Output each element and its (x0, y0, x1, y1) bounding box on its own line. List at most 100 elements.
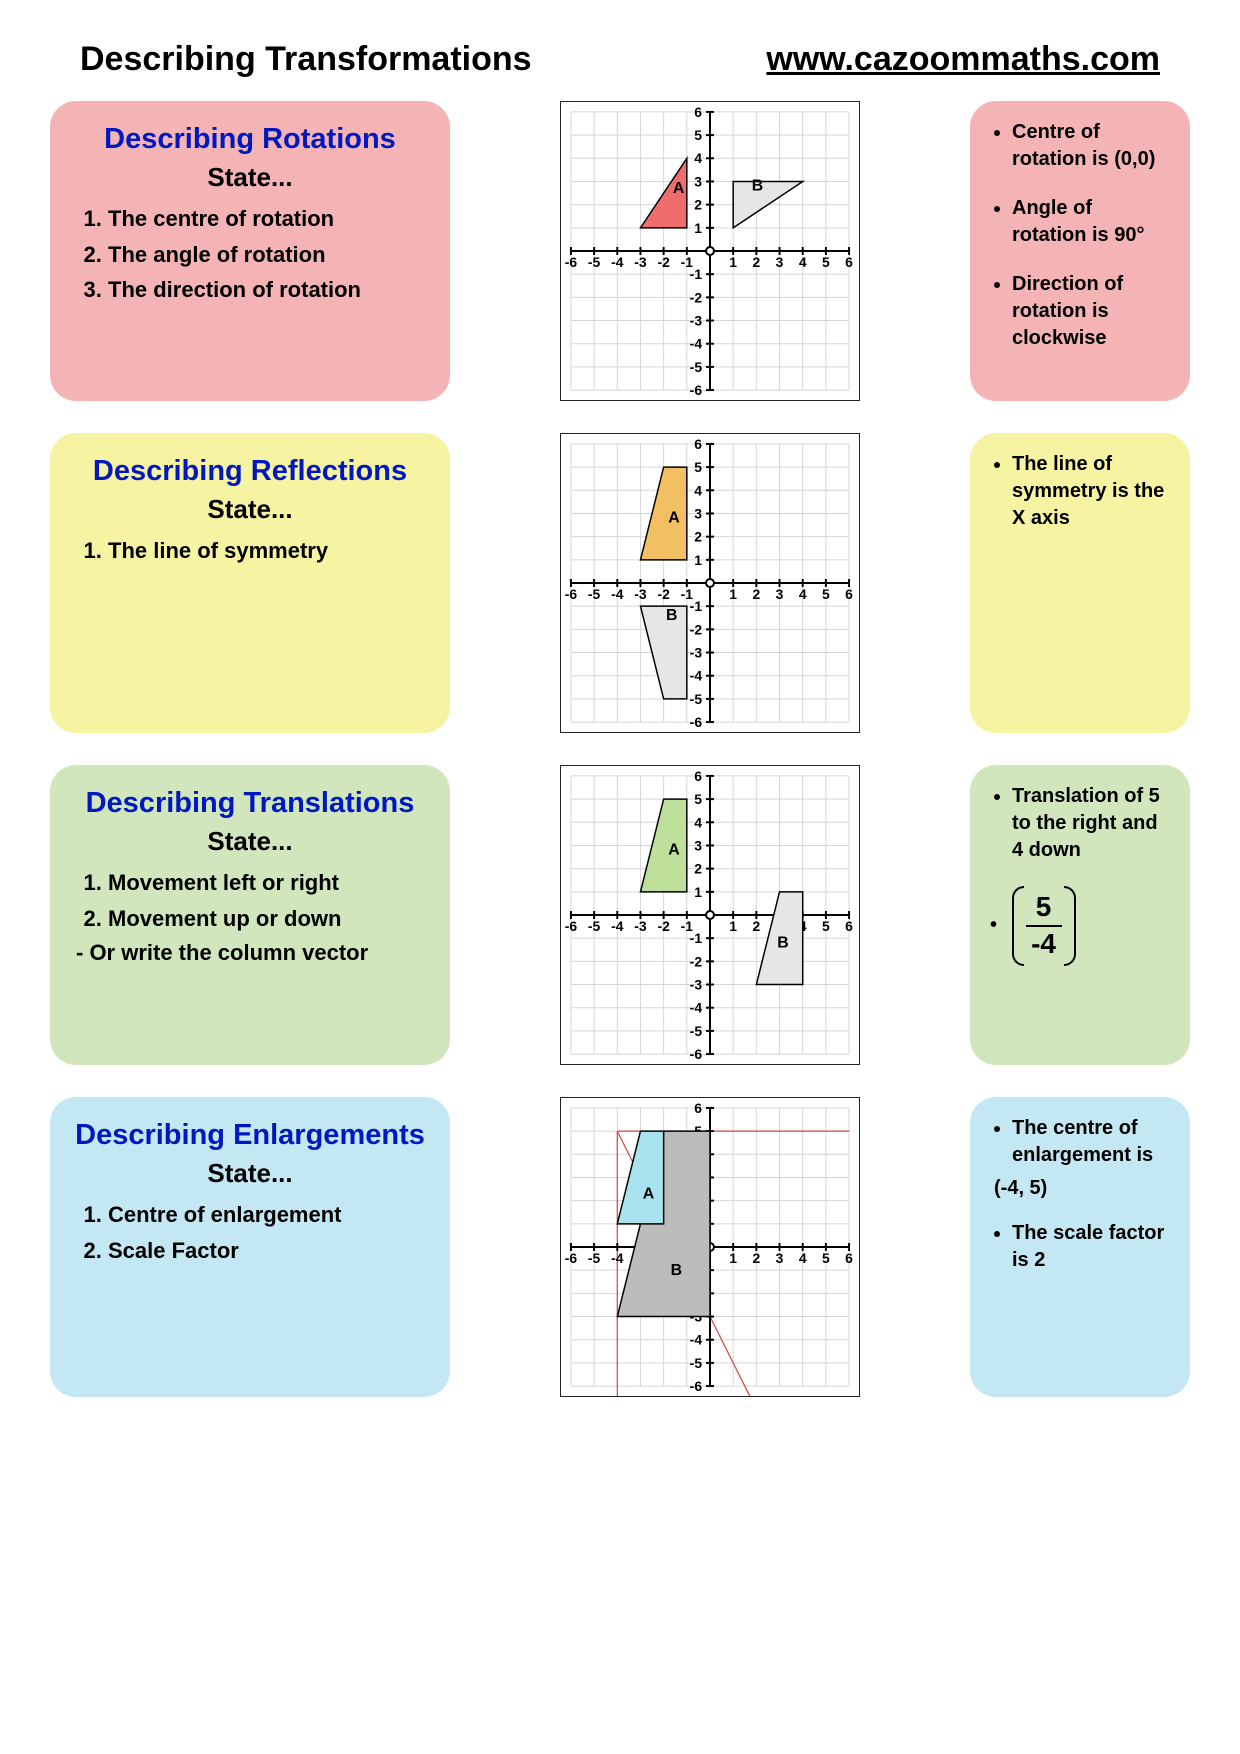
description-card: Describing Enlargements State... Centre … (50, 1097, 450, 1397)
chart-panel: -6-5-4-3-2-1123456-6-5-4-3-2-1123456AB (470, 433, 950, 733)
svg-text:-2: -2 (690, 953, 703, 969)
svg-text:1: 1 (694, 884, 702, 900)
svg-text:-4: -4 (611, 586, 624, 602)
row-enlargements: Describing Enlargements State... Centre … (50, 1097, 1190, 1397)
svg-text:6: 6 (694, 1100, 702, 1116)
svg-text:4: 4 (694, 482, 702, 498)
svg-text:-2: -2 (657, 586, 670, 602)
svg-text:5: 5 (694, 127, 702, 143)
svg-text:-4: -4 (611, 254, 624, 270)
svg-text:A: A (668, 842, 680, 859)
svg-text:6: 6 (694, 436, 702, 452)
svg-text:5: 5 (822, 1250, 830, 1266)
coordinate-grid: -6-5-4-3-2-1123456-6-5-4-3-2-1123456BA (560, 1097, 860, 1397)
row-translations: Describing Translations State... Movemen… (50, 765, 1190, 1065)
svg-text:-5: -5 (690, 1023, 703, 1039)
svg-text:5: 5 (822, 918, 830, 934)
state-list: Movement left or rightMovement up or dow… (70, 869, 430, 932)
svg-text:-6: -6 (690, 1378, 703, 1394)
answer-list: The centre of enlargement is(-4, 5)The s… (990, 1115, 1170, 1274)
svg-text:-2: -2 (657, 254, 670, 270)
svg-text:-3: -3 (634, 586, 647, 602)
state-label: State... (70, 494, 430, 525)
site-url: www.cazoommaths.com (766, 40, 1160, 79)
svg-text:-4: -4 (690, 1332, 703, 1348)
state-label: State... (70, 826, 430, 857)
vector-top: 5 (1036, 891, 1052, 922)
svg-text:-1: -1 (690, 598, 703, 614)
svg-text:1: 1 (694, 220, 702, 236)
svg-text:B: B (777, 934, 788, 951)
svg-text:-4: -4 (690, 668, 703, 684)
state-item: The centre of rotation (108, 205, 430, 233)
vector-bottom: -4 (1031, 928, 1056, 959)
svg-text:6: 6 (845, 918, 853, 934)
svg-text:6: 6 (845, 586, 853, 602)
state-label: State... (70, 1158, 430, 1189)
state-list: The line of symmetry (70, 537, 430, 565)
svg-text:1: 1 (729, 918, 737, 934)
svg-text:6: 6 (845, 254, 853, 270)
svg-text:6: 6 (694, 104, 702, 120)
answer-item: The scale factor is 2 (1012, 1220, 1170, 1274)
state-list: Centre of enlargementScale Factor (70, 1201, 430, 1264)
state-item: The direction of rotation (108, 276, 430, 304)
svg-text:5: 5 (694, 459, 702, 475)
column-vector: 5 -4 (1012, 886, 1076, 966)
section-title: Describing Reflections (70, 455, 430, 488)
svg-text:1: 1 (729, 1250, 737, 1266)
page-title: Describing Transformations (80, 40, 532, 79)
state-item: Movement left or right (108, 869, 430, 897)
answer-item: (-4, 5) (994, 1175, 1170, 1202)
chart-panel: -6-5-4-3-2-1123456-6-5-4-3-2-1123456AB (470, 101, 950, 401)
svg-text:-3: -3 (634, 254, 647, 270)
svg-text:-3: -3 (634, 918, 647, 934)
state-item: Scale Factor (108, 1237, 430, 1265)
coordinate-grid: -6-5-4-3-2-1123456-6-5-4-3-2-1123456AB (560, 101, 860, 401)
svg-text:-3: -3 (690, 645, 703, 661)
vector-row: • 5 -4 (990, 886, 1170, 966)
svg-text:-4: -4 (611, 1250, 624, 1266)
section-title: Describing Enlargements (70, 1119, 430, 1152)
svg-text:3: 3 (776, 1250, 784, 1266)
svg-text:-4: -4 (690, 336, 703, 352)
svg-text:3: 3 (776, 586, 784, 602)
svg-text:-6: -6 (565, 254, 578, 270)
svg-text:B: B (752, 178, 763, 195)
state-item: The angle of rotation (108, 241, 430, 269)
svg-text:2: 2 (694, 529, 702, 545)
answer-card: The centre of enlargement is(-4, 5)The s… (970, 1097, 1190, 1397)
description-card: Describing Rotations State... The centre… (50, 101, 450, 401)
page-header: Describing Transformations www.cazoommat… (50, 40, 1190, 79)
answer-item: Centre of rotation is (0,0) (1012, 119, 1170, 173)
svg-text:-4: -4 (611, 918, 624, 934)
answer-card: Translation of 5 to the right and 4 down… (970, 765, 1190, 1065)
svg-text:2: 2 (694, 197, 702, 213)
svg-text:1: 1 (729, 586, 737, 602)
row-rotations: Describing Rotations State... The centre… (50, 101, 1190, 401)
svg-text:-3: -3 (690, 313, 703, 329)
svg-text:-4: -4 (690, 1000, 703, 1016)
svg-text:5: 5 (822, 586, 830, 602)
svg-text:-5: -5 (690, 359, 703, 375)
svg-text:B: B (671, 1262, 682, 1279)
svg-text:A: A (668, 510, 680, 527)
svg-text:-6: -6 (565, 918, 578, 934)
answer-card: Centre of rotation is (0,0)Angle of rota… (970, 101, 1190, 401)
svg-text:5: 5 (822, 254, 830, 270)
svg-text:1: 1 (729, 254, 737, 270)
svg-text:B: B (666, 607, 677, 624)
svg-text:-1: -1 (690, 930, 703, 946)
svg-text:3: 3 (776, 254, 784, 270)
svg-text:4: 4 (799, 1250, 807, 1266)
svg-text:3: 3 (694, 837, 702, 853)
svg-text:-6: -6 (565, 1250, 578, 1266)
state-label: State... (70, 162, 430, 193)
description-card: Describing Reflections State... The line… (50, 433, 450, 733)
svg-text:-2: -2 (690, 289, 703, 305)
svg-text:-5: -5 (690, 1355, 703, 1371)
svg-text:4: 4 (694, 814, 702, 830)
answer-list: Centre of rotation is (0,0)Angle of rota… (990, 119, 1170, 352)
description-card: Describing Translations State... Movemen… (50, 765, 450, 1065)
svg-text:2: 2 (752, 254, 760, 270)
